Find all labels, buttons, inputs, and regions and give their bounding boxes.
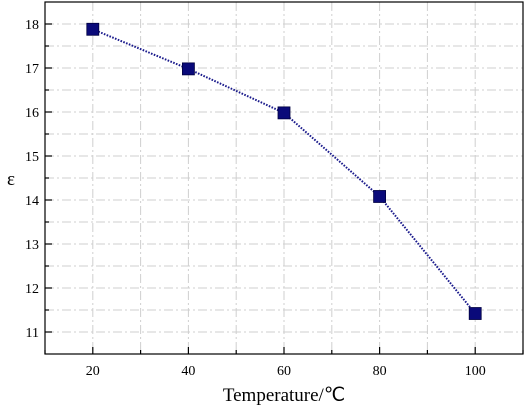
grid-lines xyxy=(45,2,523,354)
y-tick-labels: 11 12 13 14 15 16 17 18 xyxy=(25,18,39,341)
x-tick-labels: 20 40 60 80 100 xyxy=(86,364,486,379)
x-tick-label: 100 xyxy=(465,364,486,379)
y-tick-label: 16 xyxy=(25,106,39,121)
data-point xyxy=(468,307,482,320)
y-tick-label: 12 xyxy=(25,282,39,297)
x-tick-label: 80 xyxy=(373,364,387,379)
y-tick-label: 14 xyxy=(25,194,39,209)
data-point xyxy=(86,22,100,36)
plot-frame xyxy=(44,1,524,355)
y-tick-label: 13 xyxy=(25,238,39,253)
x-tick-label: 60 xyxy=(277,364,291,379)
y-tick-label: 11 xyxy=(26,326,39,341)
y-tick-label: 18 xyxy=(25,18,39,33)
data-point xyxy=(181,62,195,76)
x-tick-label: 40 xyxy=(181,364,195,379)
data-point xyxy=(373,190,387,203)
x-axis-title: Temperature/℃ xyxy=(223,385,345,406)
x-tick-label: 20 xyxy=(86,364,100,379)
y-tick-label: 17 xyxy=(25,62,39,77)
data-points xyxy=(86,22,482,320)
y-tick-label: 15 xyxy=(25,150,39,165)
y-axis-title: ε xyxy=(7,169,15,190)
data-point xyxy=(277,106,291,120)
